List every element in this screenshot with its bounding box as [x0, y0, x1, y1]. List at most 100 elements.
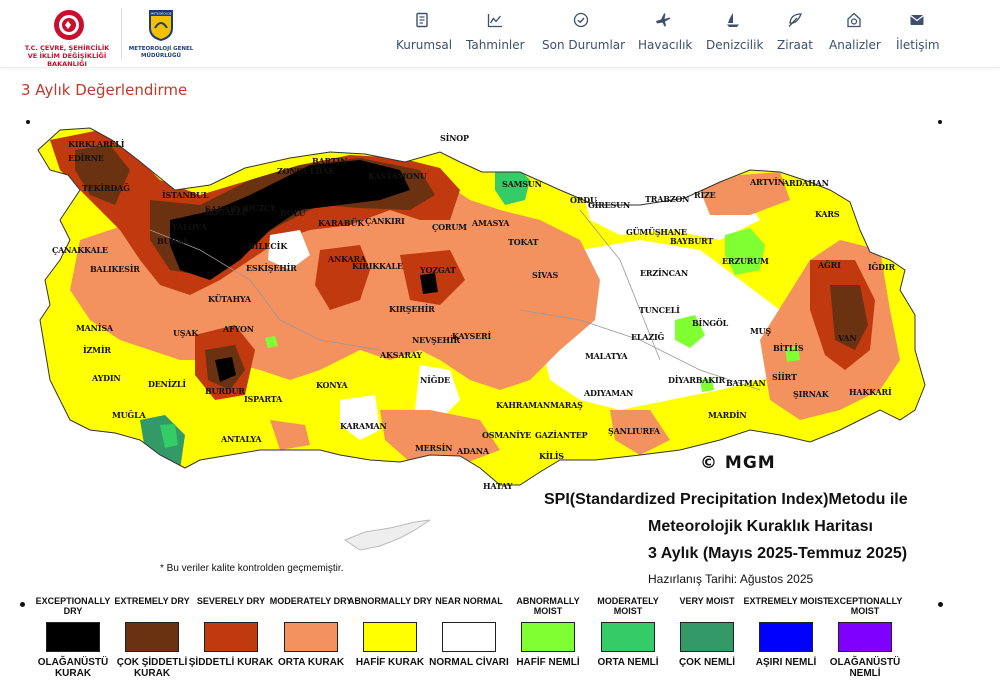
city-label: ARTVİN [750, 177, 785, 187]
envelope-icon [910, 15, 924, 25]
city-label: NEVŞEHİR [412, 335, 460, 345]
nav-tahminler[interactable]: Tahminler [466, 12, 525, 56]
city-label: KASTAMONU [368, 171, 427, 181]
region-boundary [149, 229, 381, 351]
city-label: RİZE [694, 190, 716, 200]
mgm-logo-text: METEOROLOJİ GENEL MÜDÜRLÜĞÜ [128, 46, 194, 59]
legend-tr-label: HAFİF KURAK [355, 657, 425, 668]
legend-swatch [838, 622, 892, 652]
legend-item: NEAR NORMAL NORMAL CİVARI [426, 596, 512, 668]
city-label: KAHRAMANMARAŞ [496, 400, 583, 410]
site-header: T.C. ÇEVRE, ŞEHİRCİLİK VE İKLİM DEĞİŞİKL… [0, 0, 1000, 68]
city-label: KAYSERİ [452, 331, 492, 341]
city-label: ERZURUM [722, 256, 769, 266]
city-label: MUĞLA [112, 410, 146, 420]
nav-denizcilik[interactable]: Denizcilik [706, 12, 764, 56]
city-label: ELAZIĞ [631, 332, 665, 342]
legend-item: MODERATELY MOIST ORTA NEMLİ [585, 596, 671, 668]
legend-swatch [442, 622, 496, 652]
nav-iletisim[interactable]: İletişim [896, 12, 940, 56]
nav-son-durumlar[interactable]: Son Durumlar [542, 12, 626, 56]
city-label: ERZİNCAN [640, 268, 688, 278]
legend-swatch [521, 622, 575, 652]
city-label: KIRŞEHİR [389, 304, 435, 314]
logo-divider [121, 8, 122, 60]
city-label: ŞIRNAK [793, 389, 829, 399]
city-label: ZONGULDAK [277, 166, 335, 176]
city-label: TOKAT [508, 237, 539, 247]
legend-tr-label: HAFİF NEMLİ [516, 657, 580, 668]
map-title-line3: 3 Aylık (Mayıs 2025-Temmuz 2025) [648, 545, 908, 562]
nav-havacilik[interactable]: Havacılık [638, 12, 692, 56]
legend-en-label: EXCEPTIONALLY DRY [35, 596, 111, 616]
city-label: KARABÜK [318, 218, 365, 228]
city-label: TUNCELİ [639, 305, 680, 315]
legend-swatch [680, 622, 734, 652]
city-label: BALIKESİR [90, 264, 140, 274]
city-label: SİNOP [440, 133, 469, 143]
city-label: YALOVA [172, 222, 207, 232]
map-prepared-date: Hazırlanış Tarihi: Ağustos 2025 [648, 572, 814, 586]
city-label: ANKARA [328, 254, 367, 264]
analysis-icon [847, 12, 861, 28]
legend-item: EXTREMELY DRY ÇOK ŞİDDETLİ KURAK [109, 596, 195, 679]
city-label: KİLİS [539, 451, 564, 461]
legend-en-label: ABNORMALLY DRY [347, 596, 433, 606]
legend-en-label: EXTREMELY MOIST [743, 596, 829, 606]
city-label: AYDIN [92, 373, 121, 383]
legend-swatch [601, 622, 655, 652]
city-label: GAZİANTEP [535, 430, 588, 440]
city-label: DENİZLİ [148, 379, 186, 389]
nav-kurumsal-label: Kurumsal [396, 38, 453, 52]
nav-denizcilik-label: Denizcilik [706, 38, 764, 52]
map-corner-dot [26, 120, 30, 124]
city-label: ANTALYA [221, 434, 262, 444]
nav-ziraat[interactable]: Ziraat [777, 12, 813, 56]
city-label: MERSİN [415, 443, 453, 453]
nav-son-durumlar-label: Son Durumlar [542, 38, 626, 52]
city-label: BİTLİS [773, 343, 804, 353]
city-label: BOLU [280, 208, 306, 218]
city-label: KOCAELİ [205, 207, 246, 217]
city-label: KARS [815, 209, 840, 219]
city-label: ADIYAMAN [584, 388, 634, 398]
legend-tr-label: OLAĞANÜSTÜ KURAK [37, 657, 109, 679]
legend-item: ABNORMALLY MOIST HAFİF NEMLİ [505, 596, 591, 668]
city-label: GİRESUN [588, 200, 630, 210]
nav-ziraat-label: Ziraat [777, 38, 813, 52]
legend-swatch [284, 622, 338, 652]
ministry-logo[interactable]: T.C. ÇEVRE, ŞEHİRCİLİK VE İKLİM DEĞİŞİKL… [20, 6, 114, 68]
city-label: AKSARAY [380, 350, 422, 360]
ministry-emblem-icon [54, 10, 84, 40]
nav-kurumsal[interactable]: Kurumsal [396, 12, 453, 56]
drought-map: KIRKLARELİ EDİRNE TEKİRDAĞ İSTANBUL ÇANA… [20, 110, 950, 590]
city-label: KONYA [316, 380, 348, 390]
city-label: MARDİN [708, 410, 747, 420]
city-label: İZMİR [83, 345, 111, 355]
sailboat-icon [727, 13, 739, 27]
city-label: ARDAHAN [783, 178, 829, 188]
legend-tr-label: ŞİDDETLİ KURAK [188, 657, 274, 668]
city-label: BAYBURT [670, 236, 714, 246]
legend-item: VERY MOIST ÇOK NEMLİ [664, 596, 750, 668]
legend-item: ABNORMALLY DRY HAFİF KURAK [347, 596, 433, 668]
legend-en-label: SEVERELY DRY [196, 596, 266, 606]
map-copyright: © MGM [700, 453, 776, 473]
mgm-logo[interactable]: METEOROLOJİ METEOROLOJİ GENEL MÜDÜRLÜĞÜ [128, 6, 194, 64]
legend-tr-label: ORTA NEMLİ [597, 657, 659, 668]
city-label: SAMSUN [502, 179, 542, 189]
legend-item: MODERATELY DRY ORTA KURAK [268, 596, 354, 668]
legend-item: EXCEPTIONALLY DRY OLAĞANÜSTÜ KURAK [30, 596, 116, 679]
city-label: HAKKARİ [849, 387, 892, 397]
nav-analizler[interactable]: Analizler [829, 12, 881, 56]
chart-icon [487, 14, 502, 28]
city-label: KIRIKKALE [352, 261, 403, 271]
city-label: KÜTAHYA [208, 294, 251, 304]
city-label: ESKİŞEHİR [246, 263, 297, 273]
legend-corner-dot [20, 602, 25, 607]
city-label: AMASYA [472, 218, 510, 228]
city-label: ÇORUM [432, 222, 467, 232]
city-label: ISPARTA [244, 394, 282, 404]
legend-tr-label: ÇOK NEMLİ [678, 657, 736, 668]
map-corner-dot [938, 120, 942, 124]
